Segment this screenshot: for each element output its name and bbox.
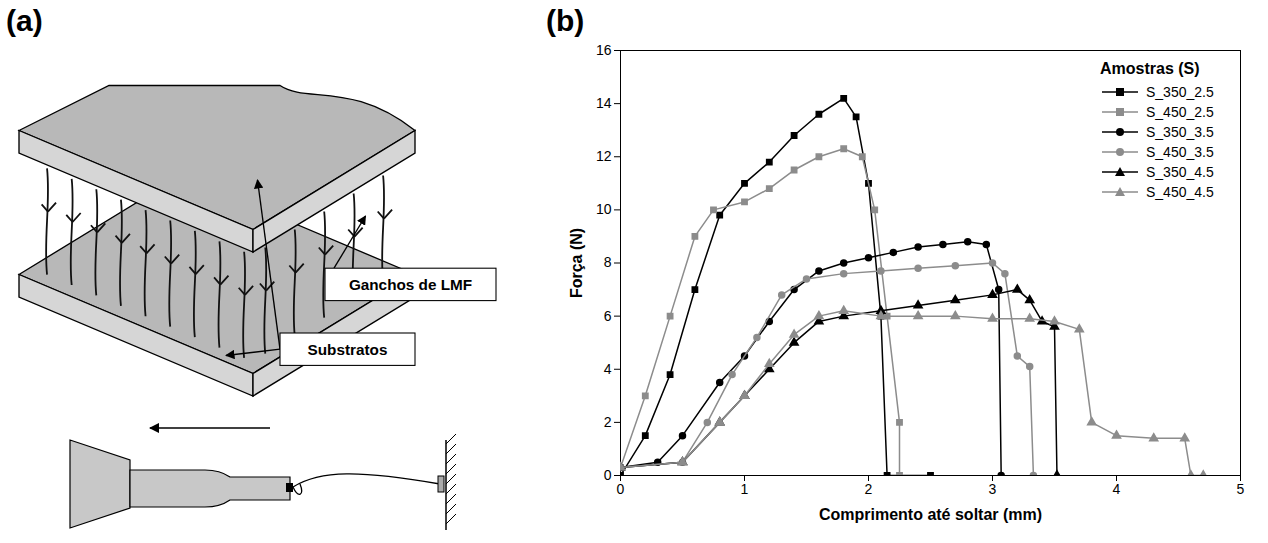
svg-text:Ganchos de LMF: Ganchos de LMF: [349, 276, 472, 293]
html-text:Amostras (S): Amostras (S): [1100, 60, 1200, 77]
svg-text:12: 12: [596, 148, 612, 164]
html-text:(b): (b): [546, 4, 585, 37]
svg-text:1: 1: [741, 481, 749, 497]
html-text:S_450_2.5: S_450_2.5: [1146, 104, 1214, 120]
html-text:S_450_4.5: S_450_4.5: [1146, 184, 1214, 200]
svg-text:5: 5: [1237, 481, 1245, 497]
svg-text:Substratos: Substratos: [308, 341, 388, 358]
svg-text:Força (N): Força (N): [568, 228, 585, 298]
svg-text:3: 3: [989, 481, 997, 497]
html-text:S_350_3.5: S_350_3.5: [1146, 124, 1214, 140]
svg-text:8: 8: [604, 254, 612, 270]
html-text:S_350_4.5: S_350_4.5: [1146, 164, 1214, 180]
svg-text:4: 4: [1113, 481, 1121, 497]
svg-text:2: 2: [604, 414, 612, 430]
svg-text:0: 0: [604, 467, 612, 483]
html-text:S_350_2.5: S_350_2.5: [1146, 84, 1214, 100]
svg-text:16: 16: [596, 42, 612, 58]
html-text:(a): (a): [6, 4, 43, 37]
svg-text:14: 14: [596, 95, 612, 111]
svg-text:Comprimento até soltar (mm): Comprimento até soltar (mm): [819, 506, 1042, 523]
html-text:S_450_3.5: S_450_3.5: [1146, 144, 1214, 160]
svg-text:4: 4: [604, 361, 612, 377]
svg-text:6: 6: [604, 308, 612, 324]
svg-text:2: 2: [865, 481, 873, 497]
svg-text:10: 10: [596, 201, 612, 217]
svg-text:0: 0: [617, 481, 625, 497]
